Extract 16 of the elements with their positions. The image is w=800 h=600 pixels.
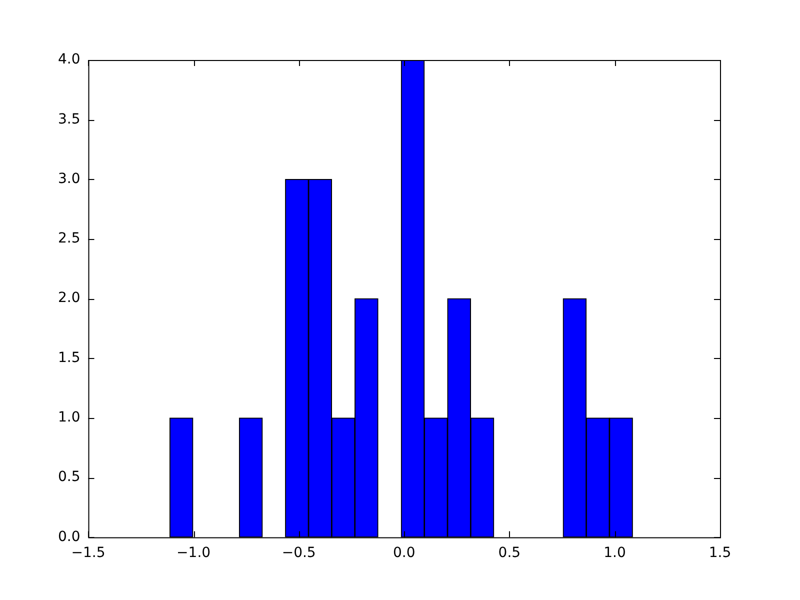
- y-tick-label: 1.5: [58, 350, 80, 366]
- y-tick-label: 3.0: [58, 170, 80, 187]
- x-tick-label: 1.5: [708, 545, 732, 562]
- y-tick-label: 1.0: [58, 410, 80, 426]
- x-tick-label: 0.5: [498, 545, 521, 562]
- x-tick-label: −1.0: [176, 545, 211, 562]
- y-tick-label: 4.0: [58, 52, 80, 68]
- y-tick-label: 3.5: [58, 111, 80, 128]
- x-tick-label: 0.0: [393, 545, 416, 562]
- x-tick-label: 1.0: [604, 545, 626, 562]
- y-tick-label: 0.0: [58, 528, 80, 545]
- y-tick-label: 0.5: [58, 469, 80, 486]
- x-tick-label: −0.5: [282, 545, 316, 562]
- y-tick-label: 2.5: [58, 230, 80, 247]
- y-tick-label: 2.0: [58, 290, 80, 306]
- x-tick-label: −1.5: [71, 545, 106, 562]
